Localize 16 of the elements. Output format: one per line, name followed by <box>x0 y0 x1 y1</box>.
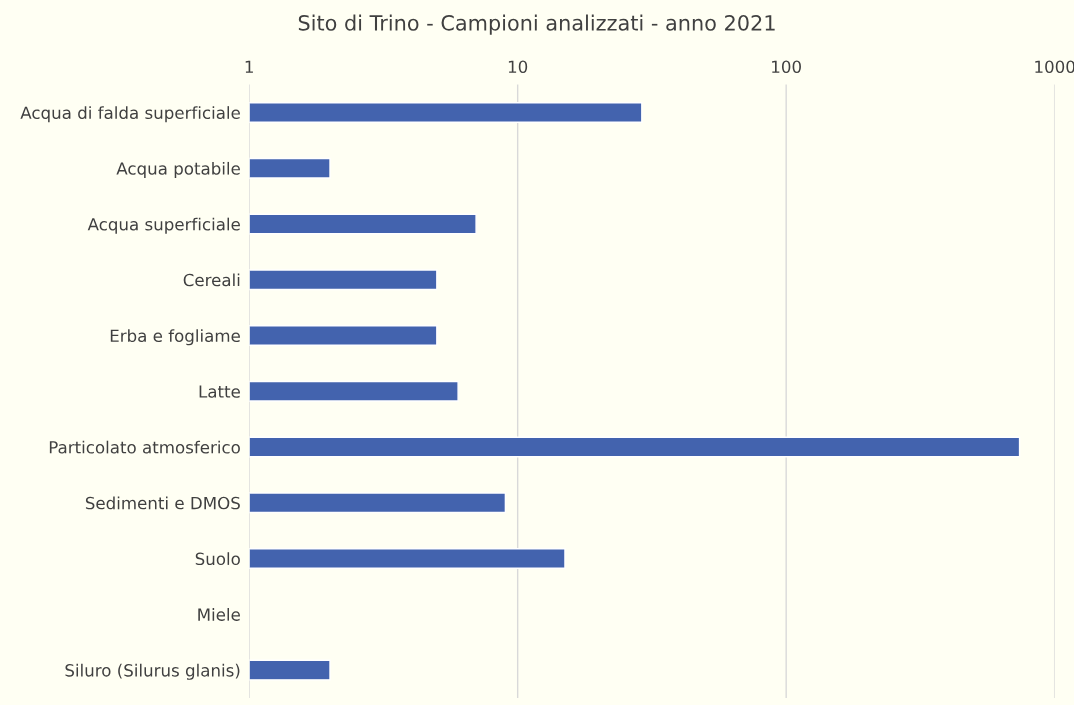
y-tick-label: Miele <box>198 607 240 621</box>
y-tick-label: Acqua di falda superficiale <box>20 106 240 123</box>
y-tick-label: Acqua superficiale <box>87 217 240 234</box>
y-tick-label: Siluro (Silurus glanis) <box>65 663 240 680</box>
x-tick-label: 100 <box>772 60 801 74</box>
y-tick-label: Particolato atmosferico <box>49 440 240 454</box>
y-tick-label: Suolo <box>195 552 240 566</box>
y-tick-label: Cereali <box>183 273 240 287</box>
y-tick-label: Sedimenti e DMOS <box>85 496 240 510</box>
y-tick-label: Acqua potabile <box>116 161 240 179</box>
x-tick-label: 1 <box>245 60 253 73</box>
x-tick-label: 10 <box>508 60 528 74</box>
x-tick-label: 1000 <box>1035 60 1074 74</box>
chart-title: Sito di Trino - Campioni analizzati - anno 2021 <box>298 14 775 35</box>
y-tick-label: Latte <box>199 385 240 398</box>
y-tick-label: Erba e fogliame <box>110 329 240 346</box>
